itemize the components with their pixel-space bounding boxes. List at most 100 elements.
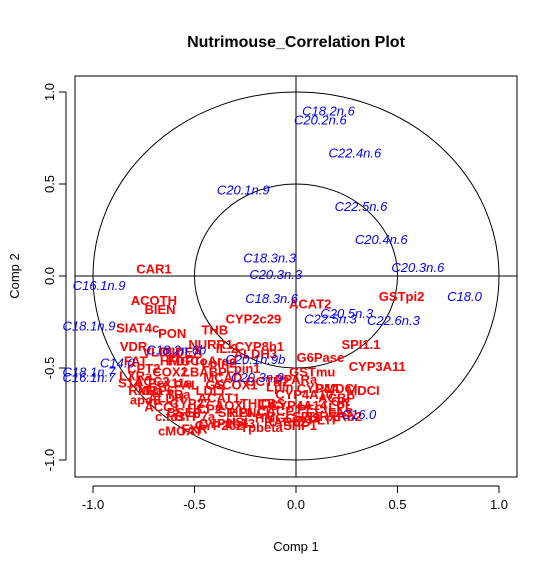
x-tick-label: 1.0 [490,497,508,512]
gene-point-label: HPNCL [229,405,274,420]
lipid-point-label: C16.1n.9 [73,278,126,293]
gene-point-label: BIEN [144,302,175,317]
gene-point-label: PPARa [275,372,318,387]
gene-point-label: Tpbeta [240,420,283,435]
gene-point-label: CYP2c29 [226,311,282,326]
gene-point-label: IL.2 [216,341,238,356]
gene-point-label: CPT2 [127,361,160,376]
y-axis-label: Comp 2 [7,253,22,299]
gene-point-label: FAS [328,405,354,420]
gene-point-label: apoE [130,392,162,407]
lipid-point-label: C20.1n.9 [217,183,270,198]
gene-point-label: HSL [226,414,252,429]
lipid-point-label: C16.1n.7 [63,370,117,385]
y-axis: -1.0 -0.5 0.0 0.5 1.0 [42,83,67,471]
gene-point-label: CYP8b1 [235,339,284,354]
lipid-point-label: C20.3n.3 [249,267,303,282]
gene-point-label: GSTpi2 [379,289,425,304]
gene-point-label: ACC2 [134,374,169,389]
gene-point-label: VLDLr [143,344,182,359]
x-tick-label: -1.0 [82,497,104,512]
lipid-point-label: C22.5n.3 [304,311,358,326]
gene-point-label: ALDH [148,390,184,405]
gene-point-label: CYP7a [174,409,216,424]
gene-point-label: PAL [174,378,199,393]
gene-point-label: PON [158,326,186,341]
lipid-point-label: C18.1n.9 [63,319,116,334]
gene-point-label: FXR [182,422,209,437]
gene-point-label: SR.BI [218,405,253,420]
gene-point-label: cMOAT [158,424,203,439]
gene-point-label: UCP2 [187,401,222,416]
gene-point-label: RXRb2 [319,409,362,424]
gene-point-label: CYP4A10 [275,387,333,402]
y-tick-label: -1.0 [42,449,57,471]
gene-point-label: SPI1.1 [341,337,380,352]
y-tick-label: -0.5 [42,357,57,379]
gene-point-label: PECI [297,401,327,416]
x-tick-label: 0.0 [287,497,305,512]
gene-point-label: ACAT1 [198,390,240,405]
x-tick-label: 0.5 [388,497,406,512]
gene-point-label: SHP1 [283,418,317,433]
gene-point-label: CYP4A [297,381,341,396]
gene-point-label: PMDCI [316,381,358,396]
gene-point-label: Lpin1 [226,361,261,376]
gene-point-label: ALDH3 [234,346,277,361]
lipid-point-label: C18.2n.6b [146,343,206,358]
gene-point-label: PLTP [308,413,341,428]
lipid-point-label: C16.0 [342,407,377,422]
lipid-point-label: C20.1n.9b [225,352,285,367]
y-tick-label: 0.5 [42,175,57,193]
gene-point-label: ACAT2 [289,297,331,312]
gene-point-label: LXRa [119,368,153,383]
gene-point-label: ACC1 [144,400,179,415]
gene-point-label: HMGCoAS [255,411,321,426]
x-tick-label: -0.5 [183,497,205,512]
origin-crosshair [75,76,517,477]
lipid-point-label: C20.3n.9 [231,370,284,385]
gene-point-label: CYP4A14 [269,398,328,413]
y-tick-label: 0.0 [42,267,57,285]
gene-point-label: ACOTH [131,293,177,308]
gene-point-label: TRa [166,387,191,402]
gene-point-label: CAR1 [136,262,171,277]
gene-point-label: ACBP [318,390,355,405]
gene-point-label: LDLr [196,383,226,398]
lipid-point-label: C22.4n.6 [328,146,382,161]
lipid-point-label: C18.1n.7 [63,365,117,380]
lipid-point-label: C18.0 [447,289,482,304]
gene-point-label: FDFT [168,354,201,369]
lipid-point-label: C20.3n.6 [391,260,445,275]
lipid-point-label: C14.0 [100,355,135,370]
gene-point-label: RARb2 [264,414,307,429]
gene-point-label: G6Pase [297,350,345,365]
gene-point-label: Lpin2 [202,355,237,370]
gene-point-label: GSTmu [289,365,335,380]
gene-point-label: BSEP [167,405,203,420]
gene-point-label: FAT [124,354,148,369]
y-tick-label: 1.0 [42,83,57,101]
gene-point-label: GK [331,394,351,409]
lipid-point-label: C18.3n.3 [243,251,297,266]
gene-point-label: THIOL [240,396,279,411]
gene-point-label: MDCI [346,383,379,398]
gene-point-label: Lpin [266,379,293,394]
gene-point-label: CYP3A11 [349,359,406,374]
gene-point-label: SPI1 [292,409,320,424]
gene-point-label: MRP6 [138,383,174,398]
gene-point-label: ACOX1 [213,378,258,393]
gene-point-label: CBS [258,396,286,411]
lipid-point-label: C20.2n.6 [294,113,348,128]
gene-point-label: Pex11a [148,376,193,391]
lipid-point-label: C18.2n.6 [302,103,356,118]
gene-point-label: OCTN2 [246,374,290,389]
gene-point-label: CYP2b13 [199,416,255,431]
gene-point-label: HMGCoAred [160,354,237,369]
gene-point-label: CIDEA [162,344,203,359]
gene-point-label: i.BABP [183,365,227,380]
gene-point-label: GS [205,378,224,393]
